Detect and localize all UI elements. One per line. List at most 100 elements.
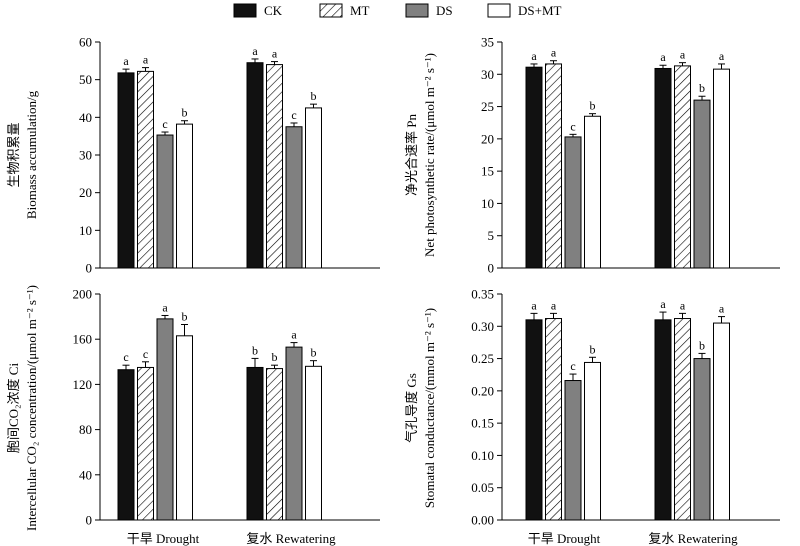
bar-biomass-ck-drought <box>117 72 135 269</box>
bar-ci-ds-drought <box>156 318 174 521</box>
bar-gs-ck-drought <box>525 319 543 521</box>
y-tick-label-pn: 0 <box>488 261 495 276</box>
significance-letter-ci: b <box>311 346 317 360</box>
bar-ci-ck-rewatering <box>246 366 264 521</box>
ylabel-gs-en: Stomatal conductance/(mmol m⁻² s⁻¹) <box>422 308 437 508</box>
significance-letter-gs: a <box>719 302 725 316</box>
significance-letter-ci: c <box>123 350 128 364</box>
legend-item-dsmt: DS+MT <box>487 3 562 18</box>
bar-gs-dsmt-rewatering <box>713 322 730 521</box>
significance-letter-biomass: a <box>143 53 149 67</box>
ylabel-ci-cn: 胞间CO₂浓度 Ci <box>6 363 21 454</box>
significance-letter-pn: a <box>719 49 725 63</box>
bar-ci-ds-rewatering <box>285 346 303 521</box>
bar-ci-ck-drought <box>117 369 135 521</box>
bar-gs-mt-rewatering <box>674 318 691 521</box>
y-tick-label-pn: 15 <box>481 164 494 179</box>
bar-gs-ck-rewatering <box>654 319 672 521</box>
y-tick-label-ci: 0 <box>86 513 93 528</box>
bar-pn-ck-rewatering <box>654 67 672 269</box>
panel-biomass-ylabel: 生物积累量 Biomass accumulation/g <box>6 90 39 219</box>
bar-biomass-mt-drought <box>137 70 154 269</box>
legend-swatch-ck <box>233 3 257 18</box>
bar-pn-ds-rewatering <box>693 99 711 269</box>
y-tick-label-pn: 5 <box>488 228 495 243</box>
y-tick-label-gs: 0.20 <box>471 383 494 398</box>
ylabel-ci-en: Intercellular CO₂ concentration/(μmol m⁻… <box>24 285 39 531</box>
legend-item-ck: CK <box>233 3 283 18</box>
significance-letter-gs: b <box>590 342 596 356</box>
bar-biomass-dsmt-rewatering <box>305 107 322 269</box>
bar-biomass-ds-rewatering <box>285 126 303 269</box>
legend-label-mt: MT <box>350 3 370 18</box>
bar-biomass-ds-drought <box>156 134 174 269</box>
bar-biomass-mt-rewatering <box>266 64 283 269</box>
significance-letter-ci: a <box>162 300 168 314</box>
bar-pn-mt-drought <box>545 63 562 269</box>
significance-letter-pn: a <box>660 50 666 64</box>
significance-letter-pn: a <box>680 48 686 62</box>
bar-gs-ds-drought <box>564 380 582 521</box>
significance-letter-ci: b <box>252 343 258 357</box>
y-tick-label-ci: 120 <box>73 377 93 392</box>
ylabel-pn-en: Net photosynthetic rate/(μmol m⁻² s⁻¹) <box>422 53 437 257</box>
significance-letter-gs: b <box>699 338 705 352</box>
y-tick-label-biomass: 30 <box>79 148 92 163</box>
category-label-left-drought: 干旱 Drought <box>127 531 200 546</box>
y-tick-label-ci: 40 <box>79 467 92 482</box>
significance-letter-gs: a <box>551 298 557 312</box>
legend-item-mt: MT <box>319 3 370 18</box>
legend-swatch-ds <box>405 3 429 18</box>
y-tick-label-biomass: 0 <box>86 261 93 276</box>
significance-letter-pn: a <box>551 46 557 60</box>
panel-pn-ylabel: 净光合速率 Pn Net photosynthetic rate/(μmol m… <box>404 53 437 257</box>
significance-letter-gs: c <box>570 359 575 373</box>
significance-letter-biomass: c <box>162 117 167 131</box>
significance-letter-ci: c <box>143 347 148 361</box>
significance-letter-gs: a <box>680 298 686 312</box>
category-label-right-rewatering: 复水 Rewatering <box>648 531 738 546</box>
significance-letter-biomass: c <box>291 108 296 122</box>
significance-letter-ci: a <box>291 328 297 342</box>
panel-ci-ylabel: 胞间CO₂浓度 Ci Intercellular CO₂ concentrati… <box>6 285 39 531</box>
category-label-left-rewatering: 复水 Rewatering <box>246 531 336 546</box>
y-tick-label-gs: 0.25 <box>471 351 494 366</box>
bar-pn-mt-rewatering <box>674 65 691 269</box>
legend: CK MT DS DS+MT <box>233 3 562 18</box>
bar-ci-dsmt-rewatering <box>305 365 322 521</box>
significance-letter-biomass: b <box>182 106 188 120</box>
legend-swatch-dsmt <box>487 3 511 18</box>
y-tick-label-gs: 0.35 <box>471 287 494 302</box>
ylabel-pn-cn: 净光合速率 Pn <box>404 114 419 196</box>
y-tick-label-gs: 0.00 <box>471 513 494 528</box>
y-tick-label-pn: 35 <box>481 35 494 50</box>
y-tick-label-biomass: 40 <box>79 110 92 125</box>
bar-pn-ds-drought <box>564 136 582 269</box>
y-tick-label-biomass: 60 <box>79 35 92 50</box>
y-tick-label-gs: 0.30 <box>471 319 494 334</box>
y-tick-label-biomass: 10 <box>79 223 92 238</box>
y-tick-label-biomass: 20 <box>79 185 92 200</box>
significance-letter-gs: a <box>660 297 666 311</box>
bottom-category-labels: 干旱 Drought 复水 Rewatering 干旱 Drought 复水 R… <box>127 531 738 546</box>
bar-biomass-ck-rewatering <box>246 62 264 269</box>
y-tick-label-gs: 0.10 <box>471 448 494 463</box>
bar-ci-mt-drought <box>137 366 154 521</box>
significance-letter-biomass: b <box>311 89 317 103</box>
legend-item-ds: DS <box>405 3 453 18</box>
significance-letter-biomass: a <box>272 47 278 61</box>
y-tick-label-gs: 0.15 <box>471 416 494 431</box>
bar-gs-ds-rewatering <box>693 358 711 521</box>
ylabel-gs-cn: 气孔导度 Gs <box>404 373 419 443</box>
significance-letter-ci: b <box>182 310 188 324</box>
ylabel-biomass-cn: 生物积累量 <box>6 122 21 187</box>
bar-pn-dsmt-rewatering <box>713 68 730 269</box>
significance-letter-pn: b <box>590 99 596 113</box>
legend-swatch-mt <box>319 3 343 18</box>
legend-label-ck: CK <box>264 3 283 18</box>
